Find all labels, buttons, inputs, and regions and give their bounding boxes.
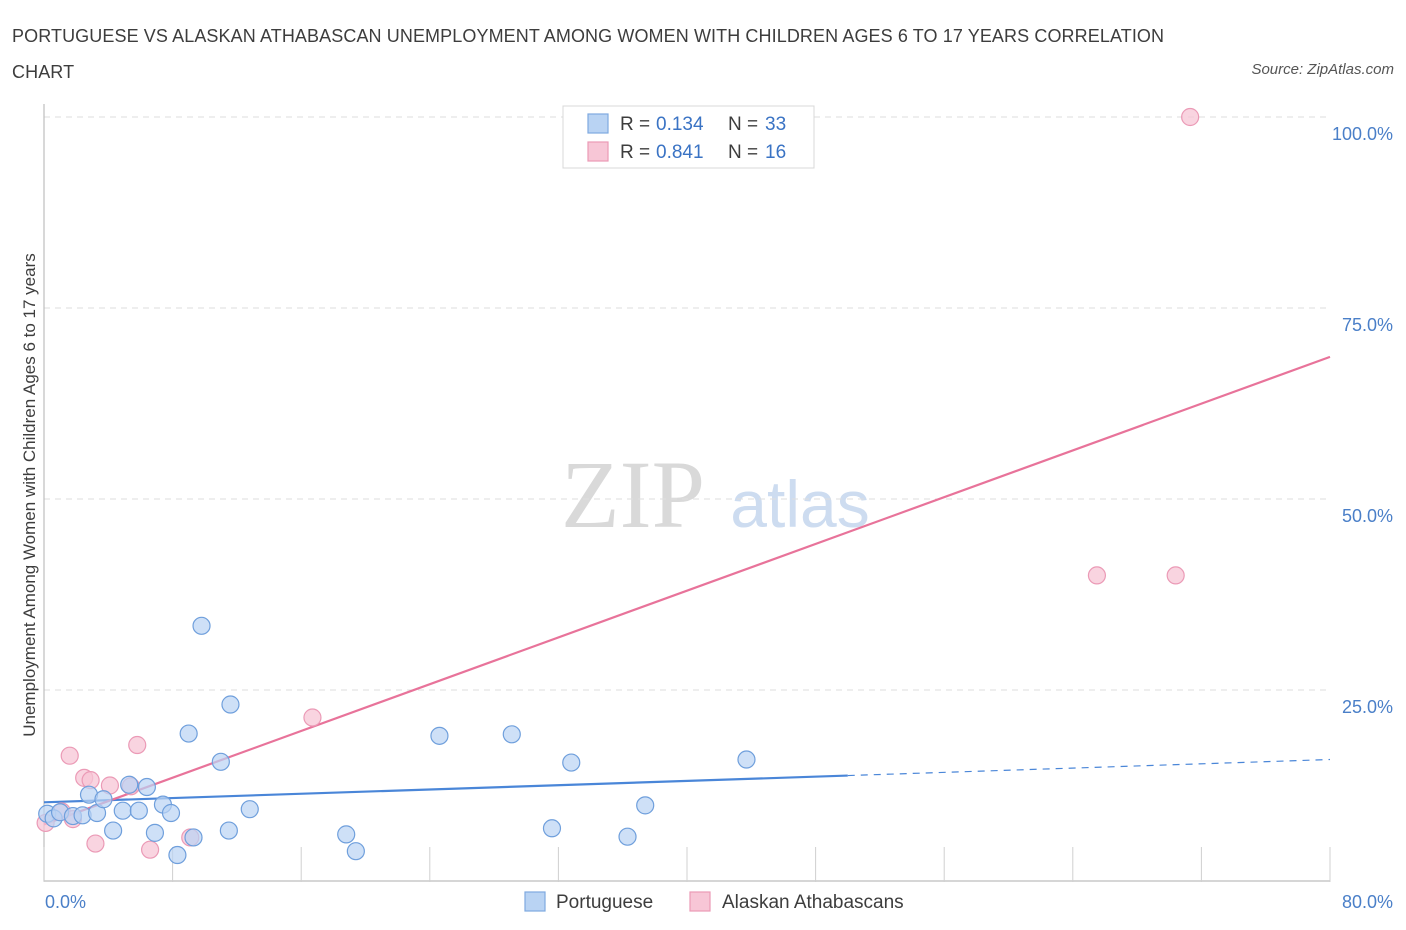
legend-r-value-1: 0.134 (656, 114, 704, 135)
legend-swatch-portuguese (587, 113, 609, 134)
legend-r-label-2: R = (620, 142, 650, 163)
trend-lines (43, 355, 1331, 826)
point-portuguese-19 (192, 616, 211, 635)
point-portuguese-13 (145, 823, 165, 842)
point-alaskan-15 (1181, 107, 1200, 127)
point-portuguese-15 (161, 803, 181, 823)
point-portuguese-8 (104, 821, 123, 840)
point-portuguese-18 (184, 828, 203, 847)
y-tick-label-75: 75.0% (1342, 315, 1393, 335)
watermark-atlas: atlas (730, 467, 869, 541)
trend-line-alaskan (43, 355, 1331, 826)
y-tick-label-50: 50.0% (1342, 506, 1393, 526)
legend-n-label-1: N = (728, 114, 758, 135)
point-portuguese-25 (346, 842, 365, 861)
x-tick-label-80: 80.0% (1342, 892, 1393, 912)
point-portuguese-27 (502, 725, 521, 744)
bottom-legend-alaskan: Alaskan Athabascans (722, 892, 904, 913)
bottom-legend-portuguese: Portuguese (556, 892, 653, 913)
legend-swatch-alaskan (587, 141, 609, 162)
x-tick-label-0: 0.0% (45, 892, 86, 912)
bottom-legend: Portuguese Alaskan Athabascans (524, 891, 904, 913)
grid-lines (44, 116, 1330, 691)
chart-title: PORTUGUESE VS ALASKAN ATHABASCAN UNEMPLO… (12, 26, 1165, 82)
trend-line-portuguese-extension (847, 758, 1331, 777)
point-portuguese-10 (120, 775, 139, 794)
source-label: Source: ZipAtlas.com (1251, 61, 1394, 78)
data-points (36, 107, 1200, 865)
y-tick-label-25: 25.0% (1342, 697, 1393, 717)
point-portuguese-11 (129, 801, 148, 820)
point-portuguese-29 (562, 753, 581, 772)
point-portuguese-20 (211, 752, 230, 771)
y-tick-label-100: 100.0% (1332, 124, 1393, 144)
legend: R = 0.134 N = 33 R = 0.841 N = 16 (562, 105, 815, 169)
point-alaskan-13 (1087, 566, 1107, 585)
axes (43, 104, 1331, 882)
point-portuguese-9 (113, 801, 132, 820)
point-portuguese-24 (337, 825, 356, 844)
legend-r-label-1: R = (620, 114, 650, 135)
point-portuguese-31 (636, 796, 655, 815)
bottom-legend-swatch-alaskan (689, 891, 711, 912)
legend-r-value-2: 0.841 (656, 142, 704, 163)
y-axis-label: Unemployment Among Women with Children A… (20, 253, 39, 737)
point-alaskan-14 (1166, 566, 1185, 585)
point-portuguese-21 (219, 821, 238, 840)
legend-n-value-2: 16 (765, 142, 786, 163)
point-portuguese-12 (137, 777, 156, 797)
point-portuguese-22 (221, 695, 240, 714)
point-portuguese-16 (168, 845, 187, 865)
point-alaskan-2 (60, 746, 79, 765)
legend-n-label-2: N = (728, 142, 758, 163)
point-portuguese-23 (240, 800, 259, 819)
trend-line-portuguese (43, 774, 848, 804)
point-alaskan-9 (128, 735, 147, 755)
point-portuguese-7 (94, 790, 113, 809)
point-portuguese-30 (618, 827, 637, 846)
point-alaskan-12 (303, 708, 322, 727)
point-alaskan-10 (140, 840, 160, 859)
point-portuguese-17 (179, 724, 198, 743)
point-portuguese-32 (737, 750, 756, 769)
point-alaskan-6 (86, 834, 105, 853)
tick-labels: 25.0% 50.0% 75.0% 100.0% 0.0% 80.0% (45, 124, 1393, 912)
legend-n-value-1: 33 (765, 114, 786, 135)
bottom-legend-swatch-portuguese (524, 891, 546, 912)
watermark-zip: ZIP (561, 441, 705, 548)
point-portuguese-28 (542, 819, 562, 838)
point-portuguese-26 (430, 726, 449, 745)
